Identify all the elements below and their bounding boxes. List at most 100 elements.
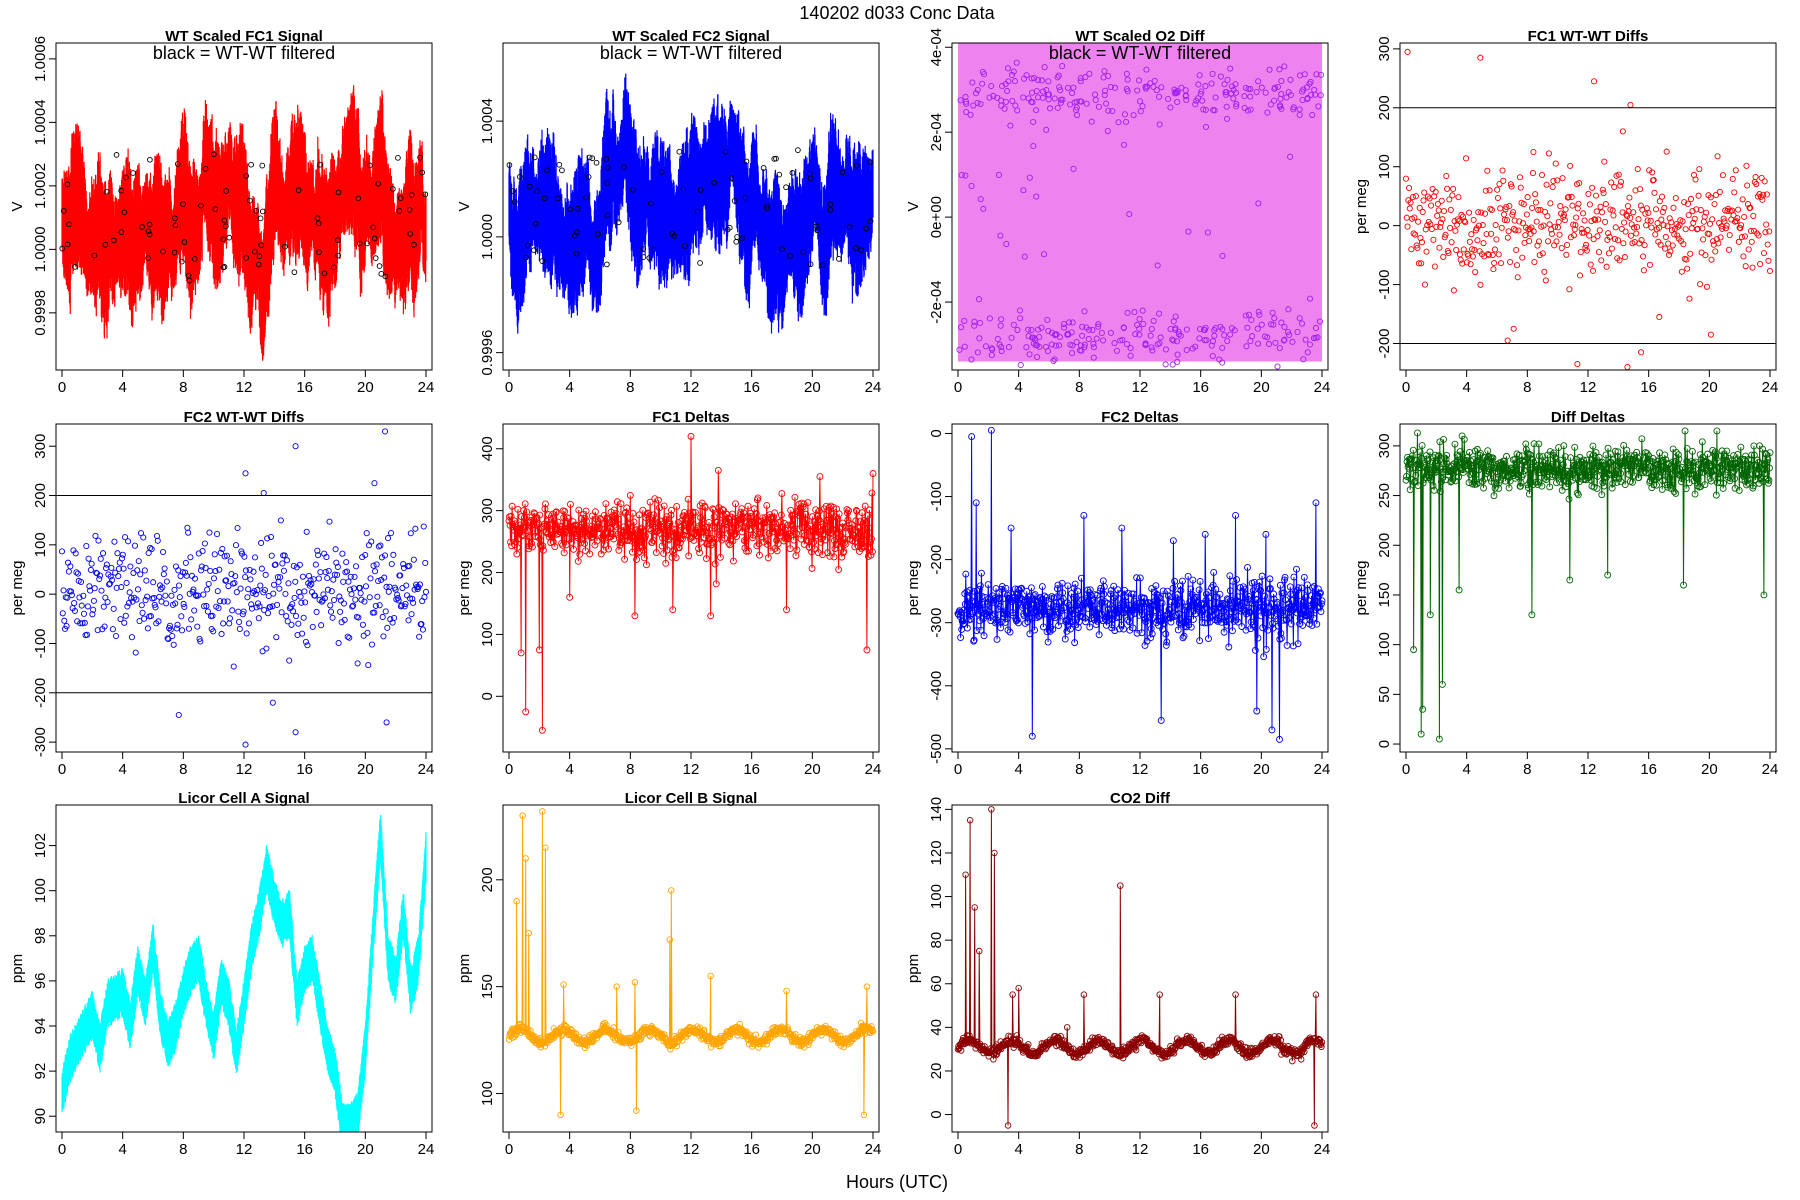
data-point bbox=[71, 600, 78, 607]
data-point bbox=[1226, 572, 1234, 580]
y-tick-label: 0 bbox=[1376, 740, 1393, 748]
data-point bbox=[1094, 617, 1102, 625]
data-point bbox=[1164, 592, 1172, 600]
data-point bbox=[1069, 90, 1076, 97]
data-point bbox=[1453, 246, 1460, 254]
panel-annotation: black = WT-WT filtered bbox=[600, 43, 782, 63]
data-point bbox=[1741, 456, 1748, 464]
data-point bbox=[1256, 578, 1263, 586]
x-tick-label: 0 bbox=[505, 379, 513, 396]
data-point bbox=[1136, 605, 1144, 613]
data-point bbox=[661, 527, 669, 535]
data-point bbox=[1414, 244, 1421, 252]
data-point bbox=[1090, 340, 1097, 347]
y-tick-label: 0 bbox=[928, 429, 945, 437]
data-point bbox=[280, 567, 287, 574]
data-point bbox=[581, 1044, 589, 1052]
data-point bbox=[1527, 451, 1534, 459]
data-point bbox=[1261, 592, 1269, 600]
data-point bbox=[1141, 641, 1149, 649]
data-point bbox=[1280, 589, 1288, 597]
data-point bbox=[722, 148, 729, 155]
data-point bbox=[1752, 173, 1759, 181]
data-point bbox=[1548, 230, 1555, 237]
data-point bbox=[364, 240, 370, 247]
data-point bbox=[1513, 262, 1520, 269]
data-point bbox=[979, 68, 986, 76]
data-point bbox=[691, 508, 699, 516]
data-point bbox=[1731, 475, 1739, 483]
data-point bbox=[650, 511, 658, 519]
data-point bbox=[1408, 246, 1415, 253]
plot-frame bbox=[502, 804, 880, 1133]
data-point bbox=[120, 565, 127, 572]
data-point bbox=[1687, 458, 1695, 465]
data-point bbox=[1185, 228, 1192, 235]
data-point bbox=[1239, 587, 1247, 595]
data-point bbox=[1232, 616, 1240, 624]
data-point bbox=[522, 708, 530, 716]
data-point bbox=[581, 539, 588, 547]
data-point bbox=[729, 537, 737, 545]
data-point bbox=[1503, 452, 1510, 460]
data-point bbox=[1712, 491, 1720, 499]
data-point bbox=[1760, 250, 1767, 257]
data-point bbox=[1111, 340, 1118, 347]
data-point bbox=[1754, 465, 1762, 473]
data-point bbox=[185, 272, 192, 279]
data-point bbox=[1753, 469, 1761, 476]
data-point bbox=[134, 586, 142, 593]
data-point bbox=[558, 522, 566, 530]
data-point bbox=[1170, 337, 1177, 344]
x-tick-label: 20 bbox=[1253, 761, 1270, 778]
data-point bbox=[368, 538, 375, 545]
data-point bbox=[1725, 246, 1733, 253]
data-point bbox=[1095, 323, 1102, 330]
data-point bbox=[191, 256, 198, 262]
data-point bbox=[517, 173, 523, 180]
y-axis-label: per meg bbox=[1353, 560, 1370, 615]
data-point bbox=[863, 983, 871, 990]
data-point bbox=[1057, 87, 1064, 94]
data-point bbox=[1595, 453, 1603, 461]
data-point bbox=[1482, 187, 1489, 194]
data-point bbox=[547, 539, 555, 546]
data-point bbox=[185, 625, 192, 632]
data-point bbox=[1105, 72, 1112, 79]
data-point bbox=[1207, 614, 1215, 622]
data-point bbox=[239, 611, 246, 618]
x-tick-label: 8 bbox=[1075, 761, 1083, 778]
data-point bbox=[1455, 194, 1462, 201]
data-point bbox=[1529, 455, 1536, 463]
data-point bbox=[1449, 468, 1457, 476]
data-point bbox=[865, 506, 873, 514]
data-point bbox=[1271, 97, 1278, 104]
data-point bbox=[1233, 576, 1241, 584]
data-point bbox=[1541, 268, 1548, 275]
data-point bbox=[1491, 479, 1498, 487]
y-tick-label: 100 bbox=[479, 1081, 496, 1106]
y-tick-label: 300 bbox=[1376, 36, 1393, 61]
data-point bbox=[345, 578, 352, 585]
x-tick-label: 20 bbox=[357, 379, 374, 396]
data-point bbox=[1737, 224, 1744, 232]
data-point bbox=[174, 621, 181, 628]
data-point bbox=[1082, 618, 1090, 626]
data-point bbox=[823, 516, 831, 524]
data-point bbox=[289, 601, 296, 608]
data-point bbox=[1274, 83, 1282, 90]
data-point bbox=[182, 569, 189, 576]
data-point bbox=[417, 154, 423, 161]
data-point bbox=[277, 574, 284, 581]
data-point bbox=[615, 219, 622, 226]
data-point bbox=[963, 108, 970, 116]
data-point bbox=[808, 564, 816, 572]
data-point bbox=[1461, 218, 1468, 225]
data-point bbox=[979, 600, 987, 608]
data-point bbox=[1192, 101, 1199, 108]
data-point bbox=[574, 557, 582, 565]
data-point bbox=[261, 606, 268, 614]
data-point bbox=[1004, 626, 1012, 634]
data-point bbox=[1232, 81, 1239, 88]
